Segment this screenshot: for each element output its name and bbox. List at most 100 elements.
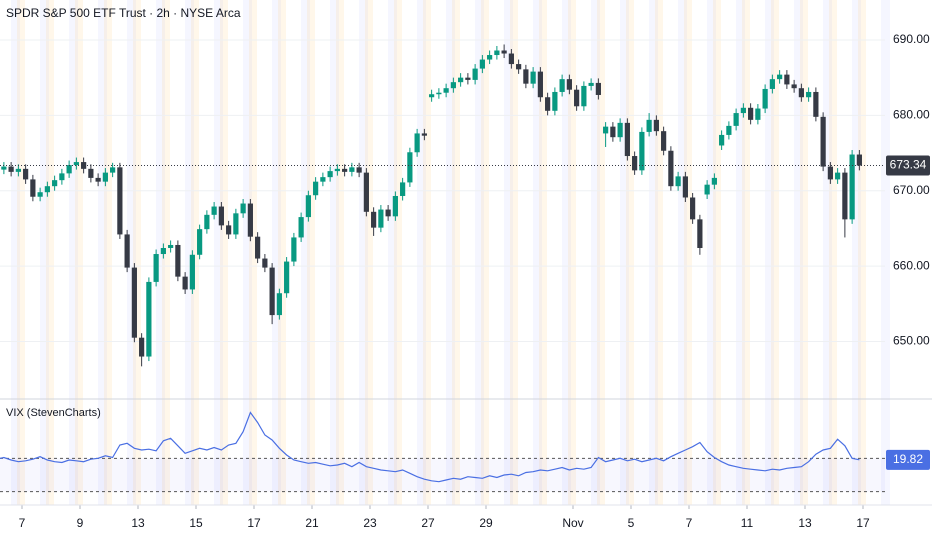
session-band (301, 0, 310, 505)
candle-body (610, 126, 616, 138)
plot-area (0, 39, 885, 509)
candle-body (52, 180, 58, 187)
session-band (707, 0, 716, 505)
session-band (626, 0, 634, 505)
session-band (481, 0, 489, 505)
candle-body (117, 167, 123, 235)
candle-body (291, 237, 297, 262)
candle-body (44, 186, 50, 193)
session-band (162, 0, 170, 505)
candle-body (233, 213, 239, 235)
x-tick-label: 23 (363, 516, 377, 530)
candle-body (704, 184, 710, 195)
session-band (852, 0, 861, 505)
session-band (504, 0, 513, 505)
candle-body (342, 168, 348, 172)
session-band (220, 0, 228, 505)
candle-body (545, 97, 551, 111)
candle-body (73, 162, 79, 166)
candle-body (762, 88, 768, 109)
candle-body (574, 89, 580, 107)
candle-body (204, 214, 210, 230)
candle-body (407, 152, 413, 183)
candle-body (240, 203, 246, 214)
session-band (800, 0, 808, 505)
candle-body (450, 82, 456, 89)
candle-body (479, 59, 485, 69)
candle-body (668, 150, 674, 187)
candle-body (95, 177, 101, 182)
session-band (446, 0, 455, 505)
candle-body (392, 195, 398, 217)
candle-body (755, 108, 761, 120)
candle-body (581, 85, 587, 107)
level-fill (0, 458, 885, 492)
candle-body (81, 162, 87, 169)
candle-body (791, 84, 797, 89)
session-band (104, 0, 112, 505)
x-tick-label: 27 (421, 516, 435, 530)
x-tick-label: 13 (798, 516, 812, 530)
candle-body (378, 209, 384, 228)
candle-body (472, 68, 478, 80)
session-band (794, 0, 803, 505)
candle-body (537, 71, 543, 98)
session-band (69, 0, 78, 505)
candle-body (15, 168, 21, 172)
x-tick-label: 15 (189, 516, 203, 530)
session-band (475, 0, 484, 505)
candle-body (131, 267, 137, 338)
candle-body (400, 182, 406, 196)
candle-body (262, 258, 268, 268)
candle-body (697, 219, 703, 248)
candle-body (748, 107, 754, 120)
session-band (423, 0, 431, 505)
candle-body (784, 74, 790, 85)
candle-body (769, 79, 775, 89)
session-band (597, 0, 605, 505)
session-band (75, 0, 83, 505)
chart-title: SPDR S&P 500 ETF Trust · 2h · NYSE Arca (6, 6, 241, 20)
candle-body (690, 197, 696, 220)
session-band (742, 0, 750, 505)
x-tick-label: 13 (131, 516, 145, 530)
candle-body (255, 236, 261, 259)
candle-body (530, 71, 536, 84)
candle-body (603, 126, 609, 134)
candle-body (487, 55, 493, 60)
candle-body (501, 50, 507, 54)
candle-body (552, 91, 558, 111)
session-band (365, 0, 373, 505)
session-band (156, 0, 165, 505)
candle-body (349, 167, 355, 172)
session-band (11, 0, 20, 505)
indicator-title: VIX (StevenCharts) (6, 407, 101, 419)
candle-body (835, 172, 841, 180)
candle-body (66, 165, 72, 174)
candle-body (711, 177, 717, 185)
candle-body (661, 131, 667, 151)
session-band (249, 0, 257, 505)
x-tick-label: 9 (77, 516, 84, 530)
session-band (214, 0, 223, 505)
last-price-label: 673.34 (890, 158, 927, 172)
candle-body (639, 131, 645, 171)
session-band (881, 0, 890, 505)
candle-body (632, 156, 638, 171)
x-tick-label: 21 (305, 516, 319, 530)
session-band (533, 0, 542, 505)
session-band (452, 0, 460, 505)
x-tick-label: 17 (247, 516, 261, 530)
session-band (765, 0, 774, 505)
candle-body (806, 91, 812, 98)
session-band (185, 0, 194, 505)
candle-body (1, 166, 7, 170)
session-band (394, 0, 402, 505)
candle-body (139, 337, 145, 357)
candle-body (168, 244, 174, 248)
candle-body (269, 267, 275, 316)
candle-body (371, 211, 377, 228)
x-tick-label: 7 (19, 516, 26, 530)
candle-body (30, 179, 36, 197)
candle-body (820, 116, 826, 167)
